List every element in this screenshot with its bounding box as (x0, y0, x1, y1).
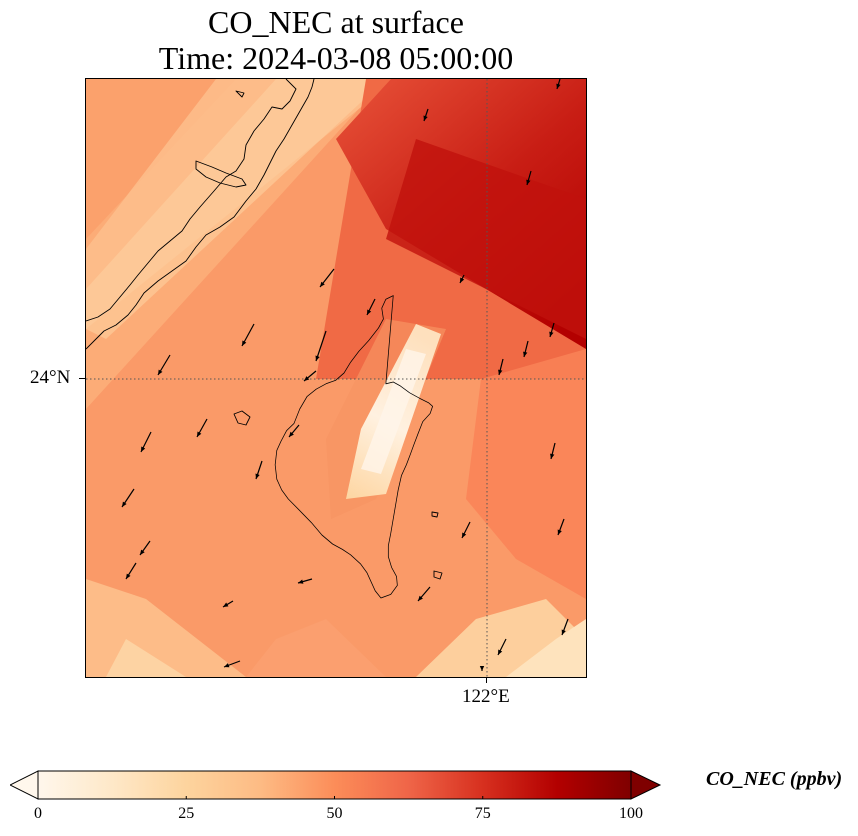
wind-arrow-head (122, 501, 127, 507)
colorbar-label: CO_NEC (ppbv) (706, 768, 843, 790)
coastlines (86, 79, 443, 599)
wind-arrow-head (561, 629, 566, 635)
wind-arrow-head (304, 376, 310, 381)
wind-arrow-head (550, 453, 555, 459)
wind-arrow-head (498, 369, 503, 375)
map-subtitle-time: Time: 2024-03-08 05:00:00 (158, 40, 514, 76)
wind-arrow-head (298, 579, 304, 584)
islet-coastline-3 (235, 90, 245, 98)
taiwan-coastline (274, 295, 433, 599)
colorbar-tick-label: 25 (178, 805, 195, 822)
map-plot-area (85, 78, 587, 678)
wind-arrow-head (289, 431, 294, 437)
wind-arrow-head (242, 340, 247, 346)
colorbar-min-extend (10, 770, 39, 800)
colorbar-max-extend (630, 770, 662, 800)
wind-arrow-head (255, 473, 260, 479)
wind-arrow-head (526, 179, 531, 185)
wind-arrow-head (141, 446, 146, 452)
colorbar-tick-label: 75 (474, 805, 491, 822)
wind-arrow-head (158, 369, 163, 375)
island-coastline (195, 160, 247, 188)
colorbar-bar (37, 770, 632, 800)
wind-arrow-head (423, 115, 428, 121)
wind-arrow-head (418, 595, 423, 601)
wind-arrow-head (557, 529, 562, 535)
longitude-label: 122°E (462, 686, 510, 707)
wind-arrow-head (140, 549, 145, 555)
wind-arrow-head (479, 666, 485, 671)
wind-arrow-head (556, 83, 561, 89)
longitude-tick (486, 677, 487, 683)
wind-arrow-head (320, 281, 325, 287)
islet-coastline-2 (431, 511, 439, 518)
concentration-field (86, 79, 586, 677)
wind-arrow-head (223, 602, 229, 607)
colorbar-tick-label: 100 (619, 805, 643, 822)
wind-arrow-head (197, 431, 202, 437)
wind-vectors (121, 79, 569, 671)
penghu-coastline (233, 410, 251, 426)
islet-coastline-1 (433, 570, 443, 580)
map-title: CO_NEC at surface (208, 4, 464, 40)
wind-arrow-head (315, 355, 320, 361)
gridlines (86, 79, 586, 677)
latitude-label: 24°N (30, 367, 71, 388)
wind-arrow-head (462, 532, 467, 538)
wind-arrow-head (367, 309, 372, 315)
wind-arrow-head (549, 331, 554, 337)
wind-arrow-head (460, 277, 465, 283)
latitude-tick (79, 378, 85, 379)
wind-arrow-head (224, 663, 230, 668)
wind-arrow-head (523, 351, 528, 357)
wind-arrow-head (126, 573, 131, 579)
colorbar-tick-label: 0 (34, 805, 42, 822)
colorbar-tick-label: 50 (326, 805, 343, 822)
wind-arrow-head (498, 649, 503, 655)
mainland-coastline (86, 79, 315, 350)
wind-arrow (315, 330, 327, 362)
colorbar (10, 770, 662, 800)
